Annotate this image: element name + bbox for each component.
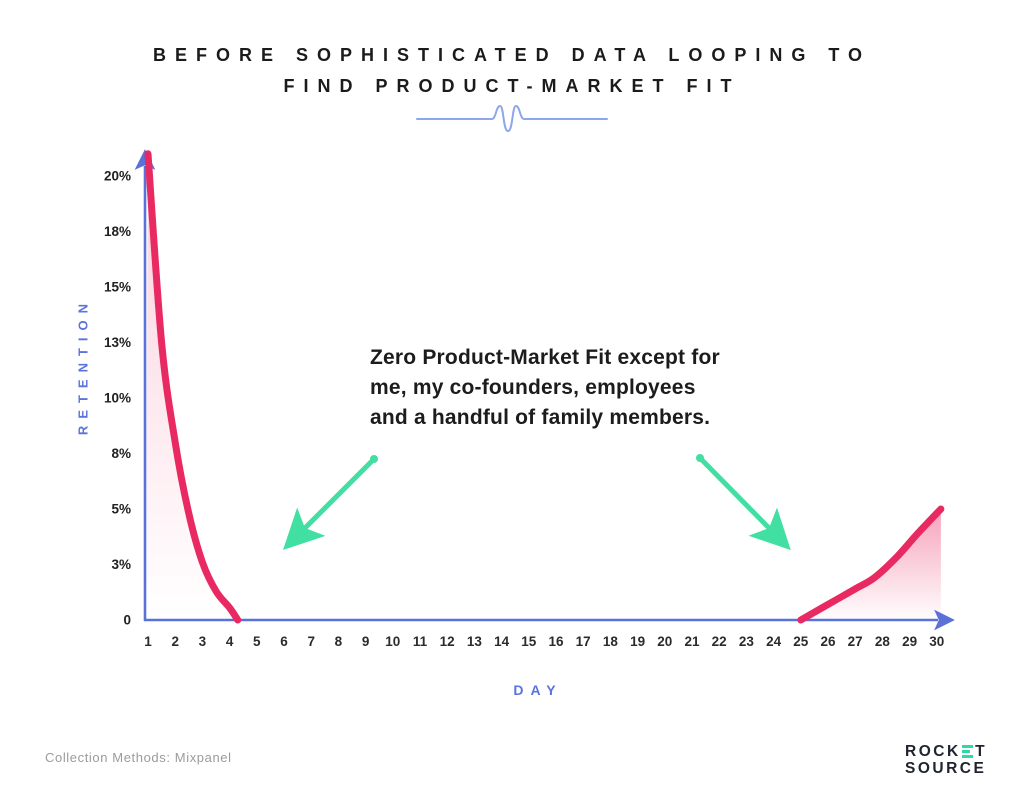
y-axis-title: RETENTION: [75, 296, 91, 436]
curve-fill-segment: [145, 153, 238, 621]
x-tick-label: 15: [521, 634, 537, 649]
x-tick-label: 18: [603, 634, 619, 649]
x-tick-label: 7: [307, 634, 315, 649]
y-tick-label: 10%: [104, 391, 131, 406]
x-tick-label: 5: [253, 634, 261, 649]
x-tick-label: 8: [335, 634, 343, 649]
logo-t-text: T: [975, 743, 988, 760]
y-tick-label: 3%: [111, 557, 131, 572]
y-tick-label: 18%: [104, 224, 131, 239]
x-tick-label: 14: [494, 634, 510, 649]
x-tick-label: 24: [766, 634, 782, 649]
x-tick-label: 2: [171, 634, 179, 649]
pulse-divider-icon: [416, 105, 608, 132]
x-tick-label: 28: [875, 634, 891, 649]
x-tick-label: 17: [576, 634, 591, 649]
logo-line2: SOURCE: [905, 760, 987, 777]
rocketsource-logo: ROCK T SOURCE: [905, 743, 987, 777]
y-tick-label: 15%: [104, 280, 131, 295]
x-tick-label: 16: [548, 634, 564, 649]
annotation-line2: me, my co-founders, employees: [370, 376, 696, 399]
x-tick-label: 12: [440, 634, 455, 649]
x-tick-label: 10: [385, 634, 400, 649]
annotation-line3: and a handful of family members.: [370, 406, 711, 429]
x-tick-label: 20: [657, 634, 672, 649]
chart-title-line2: FIND PRODUCT-MARKET FIT: [283, 76, 741, 96]
retention-curve-segment: [797, 505, 945, 624]
curve-fill-segment: [800, 509, 941, 620]
x-tick-label: 11: [413, 634, 428, 649]
x-tick-label: 3: [199, 634, 207, 649]
x-tick-label: 19: [630, 634, 645, 649]
annotation-arrow: [283, 456, 377, 550]
y-tick-label: 5%: [111, 502, 131, 517]
data-source-note: Collection Methods: Mixpanel: [45, 750, 232, 765]
x-tick-label: 25: [793, 634, 809, 649]
logo-e-bars-icon: [961, 745, 973, 758]
chart-title-line1: BEFORE SOPHISTICATED DATA LOOPING TO: [152, 45, 871, 65]
x-tick-label: 6: [280, 634, 288, 649]
x-tick-label: 4: [226, 634, 234, 649]
logo-rock-text: ROCK: [905, 743, 961, 760]
annotation-text: Zero Product-Market Fit except for me, m…: [370, 343, 720, 433]
x-tick-label: 13: [467, 634, 483, 649]
annotation-line1: Zero Product-Market Fit except for: [370, 346, 720, 369]
logo-source-text: SOURCE: [905, 760, 987, 777]
retention-curve-segment: [144, 150, 242, 624]
chart-title: BEFORE SOPHISTICATED DATA LOOPING TO FIN…: [0, 40, 1024, 102]
y-tick-label: 0: [123, 613, 131, 628]
y-tick-label: 8%: [111, 446, 131, 461]
x-tick-label: 1: [144, 634, 152, 649]
x-tick-label: 21: [684, 634, 700, 649]
x-tick-label: 9: [362, 634, 370, 649]
x-tick-label: 22: [712, 634, 727, 649]
x-tick-label: 26: [820, 634, 836, 649]
x-tick-label: 29: [902, 634, 917, 649]
annotation-arrow: [697, 455, 791, 551]
x-tick-label: 23: [739, 634, 755, 649]
x-axis-title: DAY: [513, 682, 563, 698]
logo-line1: ROCK T: [905, 743, 987, 760]
x-tick-label: 27: [848, 634, 863, 649]
y-tick-label: 13%: [104, 335, 131, 350]
y-tick-label: 20%: [104, 169, 131, 184]
x-tick-label: 30: [929, 634, 944, 649]
